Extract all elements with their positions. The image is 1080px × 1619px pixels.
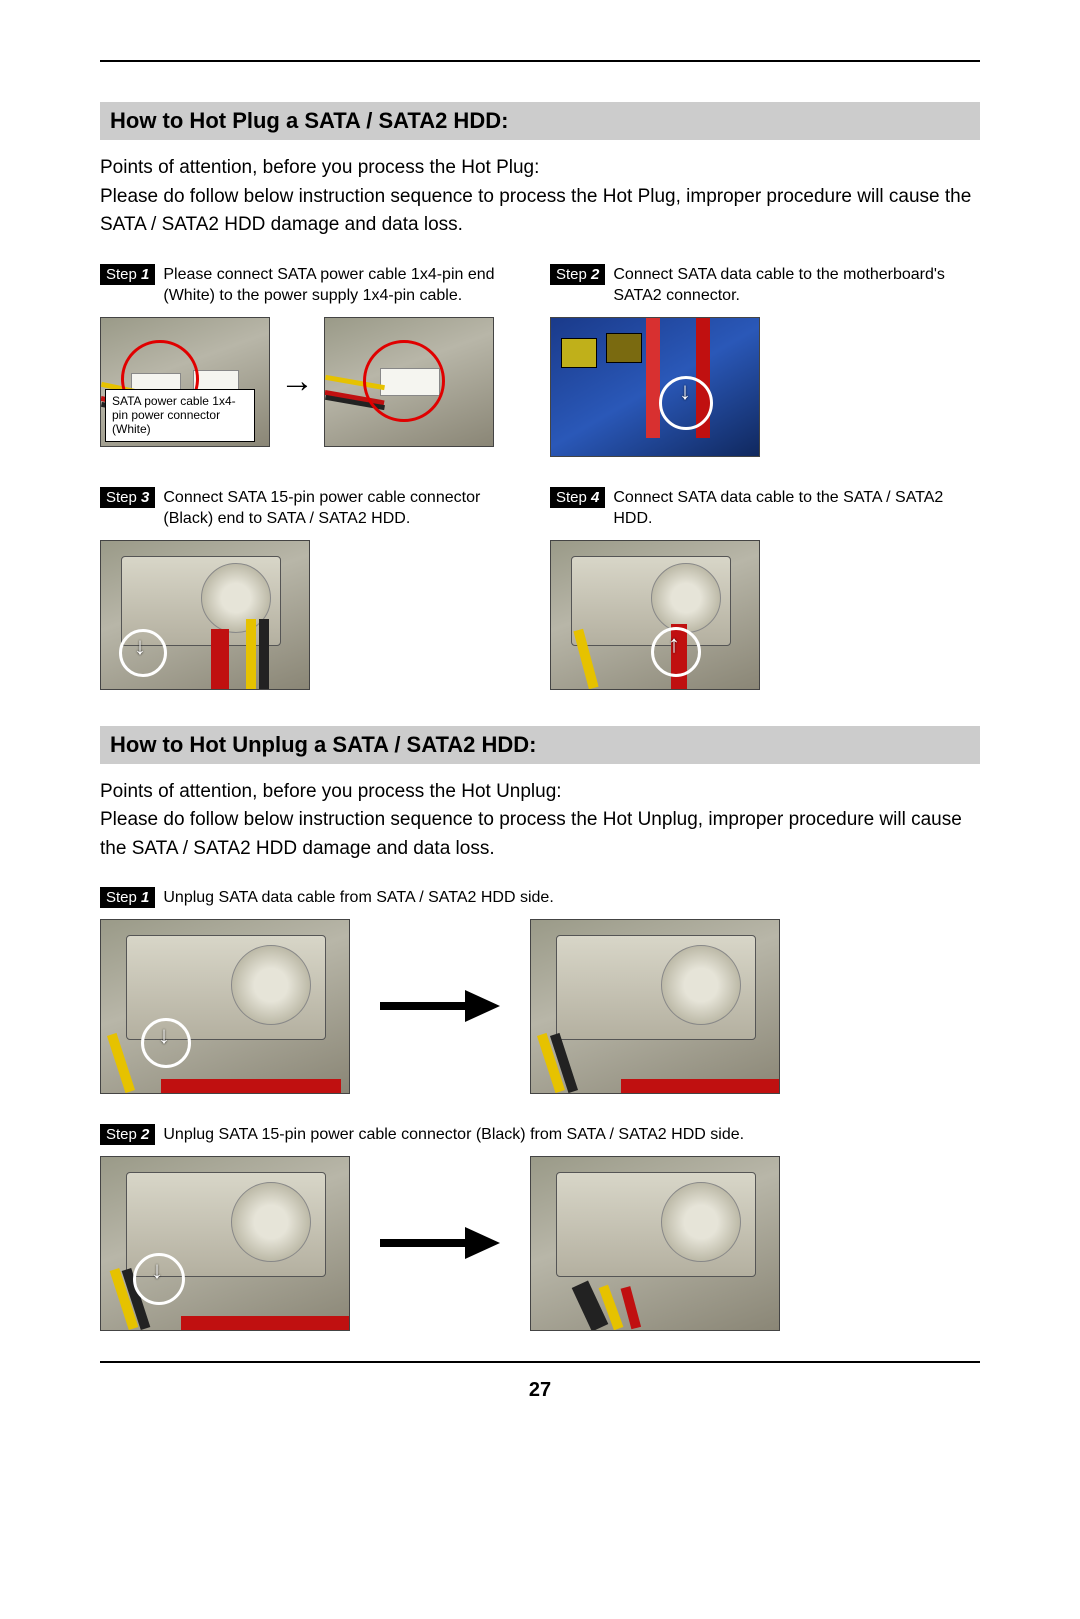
unplug2-photo-a: ↓ [100,1156,350,1331]
unplug2-text: Unplug SATA 15-pin power cable connector… [163,1124,744,1146]
unplug1-badge: Step 1 [100,887,155,908]
step1-block: Step 1 Please connect SATA power cable 1… [100,264,530,457]
step2-text: Connect SATA data cable to the motherboa… [613,264,980,307]
unplug-step1: Step 1 Unplug SATA data cable from SATA … [100,887,980,1094]
section1-intro: Points of attention, before you process … [100,154,980,240]
step3-text: Connect SATA 15-pin power cable connecto… [163,487,530,530]
step1-text: Please connect SATA power cable 1x4-pin … [163,264,530,307]
down-arrow-icon: ↓ [134,633,146,661]
step1-photo-a: SATA power cable 1x4-pin power connector… [100,317,270,447]
page-number: 27 [100,1379,980,1402]
down-arrow-icon: ↓ [151,1257,163,1285]
step1-callout: SATA power cable 1x4-pin power connector… [105,389,255,442]
hotplug-steps-grid: Step 1 Please connect SATA power cable 1… [100,264,980,690]
down-arrow-icon: ↓ [158,1022,170,1050]
unplug1-photo-b [530,919,780,1094]
unplug2-badge: Step 2 [100,1124,155,1145]
step2-photo: ↓ [550,317,760,457]
step3-badge: Step 3 [100,487,155,508]
step1-badge: Step 1 [100,264,155,285]
unplug1-text: Unplug SATA data cable from SATA / SATA2… [163,887,553,909]
step1-images: SATA power cable 1x4-pin power connector… [100,317,530,447]
step3-photo: ↓ [100,540,310,690]
bottom-rule [100,1361,980,1363]
section1-title: How to Hot Plug a SATA / SATA2 HDD: [100,102,980,140]
step4-badge: Step 4 [550,487,605,508]
step2-block: Step 2 Connect SATA data cable to the mo… [550,264,980,457]
step4-text: Connect SATA data cable to the SATA / SA… [613,487,980,530]
unplug2-photo-b [530,1156,780,1331]
up-arrow-icon: ↑ [668,631,680,659]
unplug1-photo-a: ↓ [100,919,350,1094]
step4-photo: ↑ [550,540,760,690]
section2-title: How to Hot Unplug a SATA / SATA2 HDD: [100,726,980,764]
arrow-icon: → [280,362,314,401]
step1-photo-b [324,317,494,447]
big-arrow-icon [380,986,500,1026]
top-rule [100,60,980,62]
down-arrow-icon: ↓ [679,378,691,406]
step2-badge: Step 2 [550,264,605,285]
step3-block: Step 3 Connect SATA 15-pin power cable c… [100,487,530,690]
step4-block: Step 4 Connect SATA data cable to the SA… [550,487,980,690]
unplug-step2: Step 2 Unplug SATA 15-pin power cable co… [100,1124,980,1331]
big-arrow-icon [380,1223,500,1263]
section2-intro: Points of attention, before you process … [100,778,980,864]
